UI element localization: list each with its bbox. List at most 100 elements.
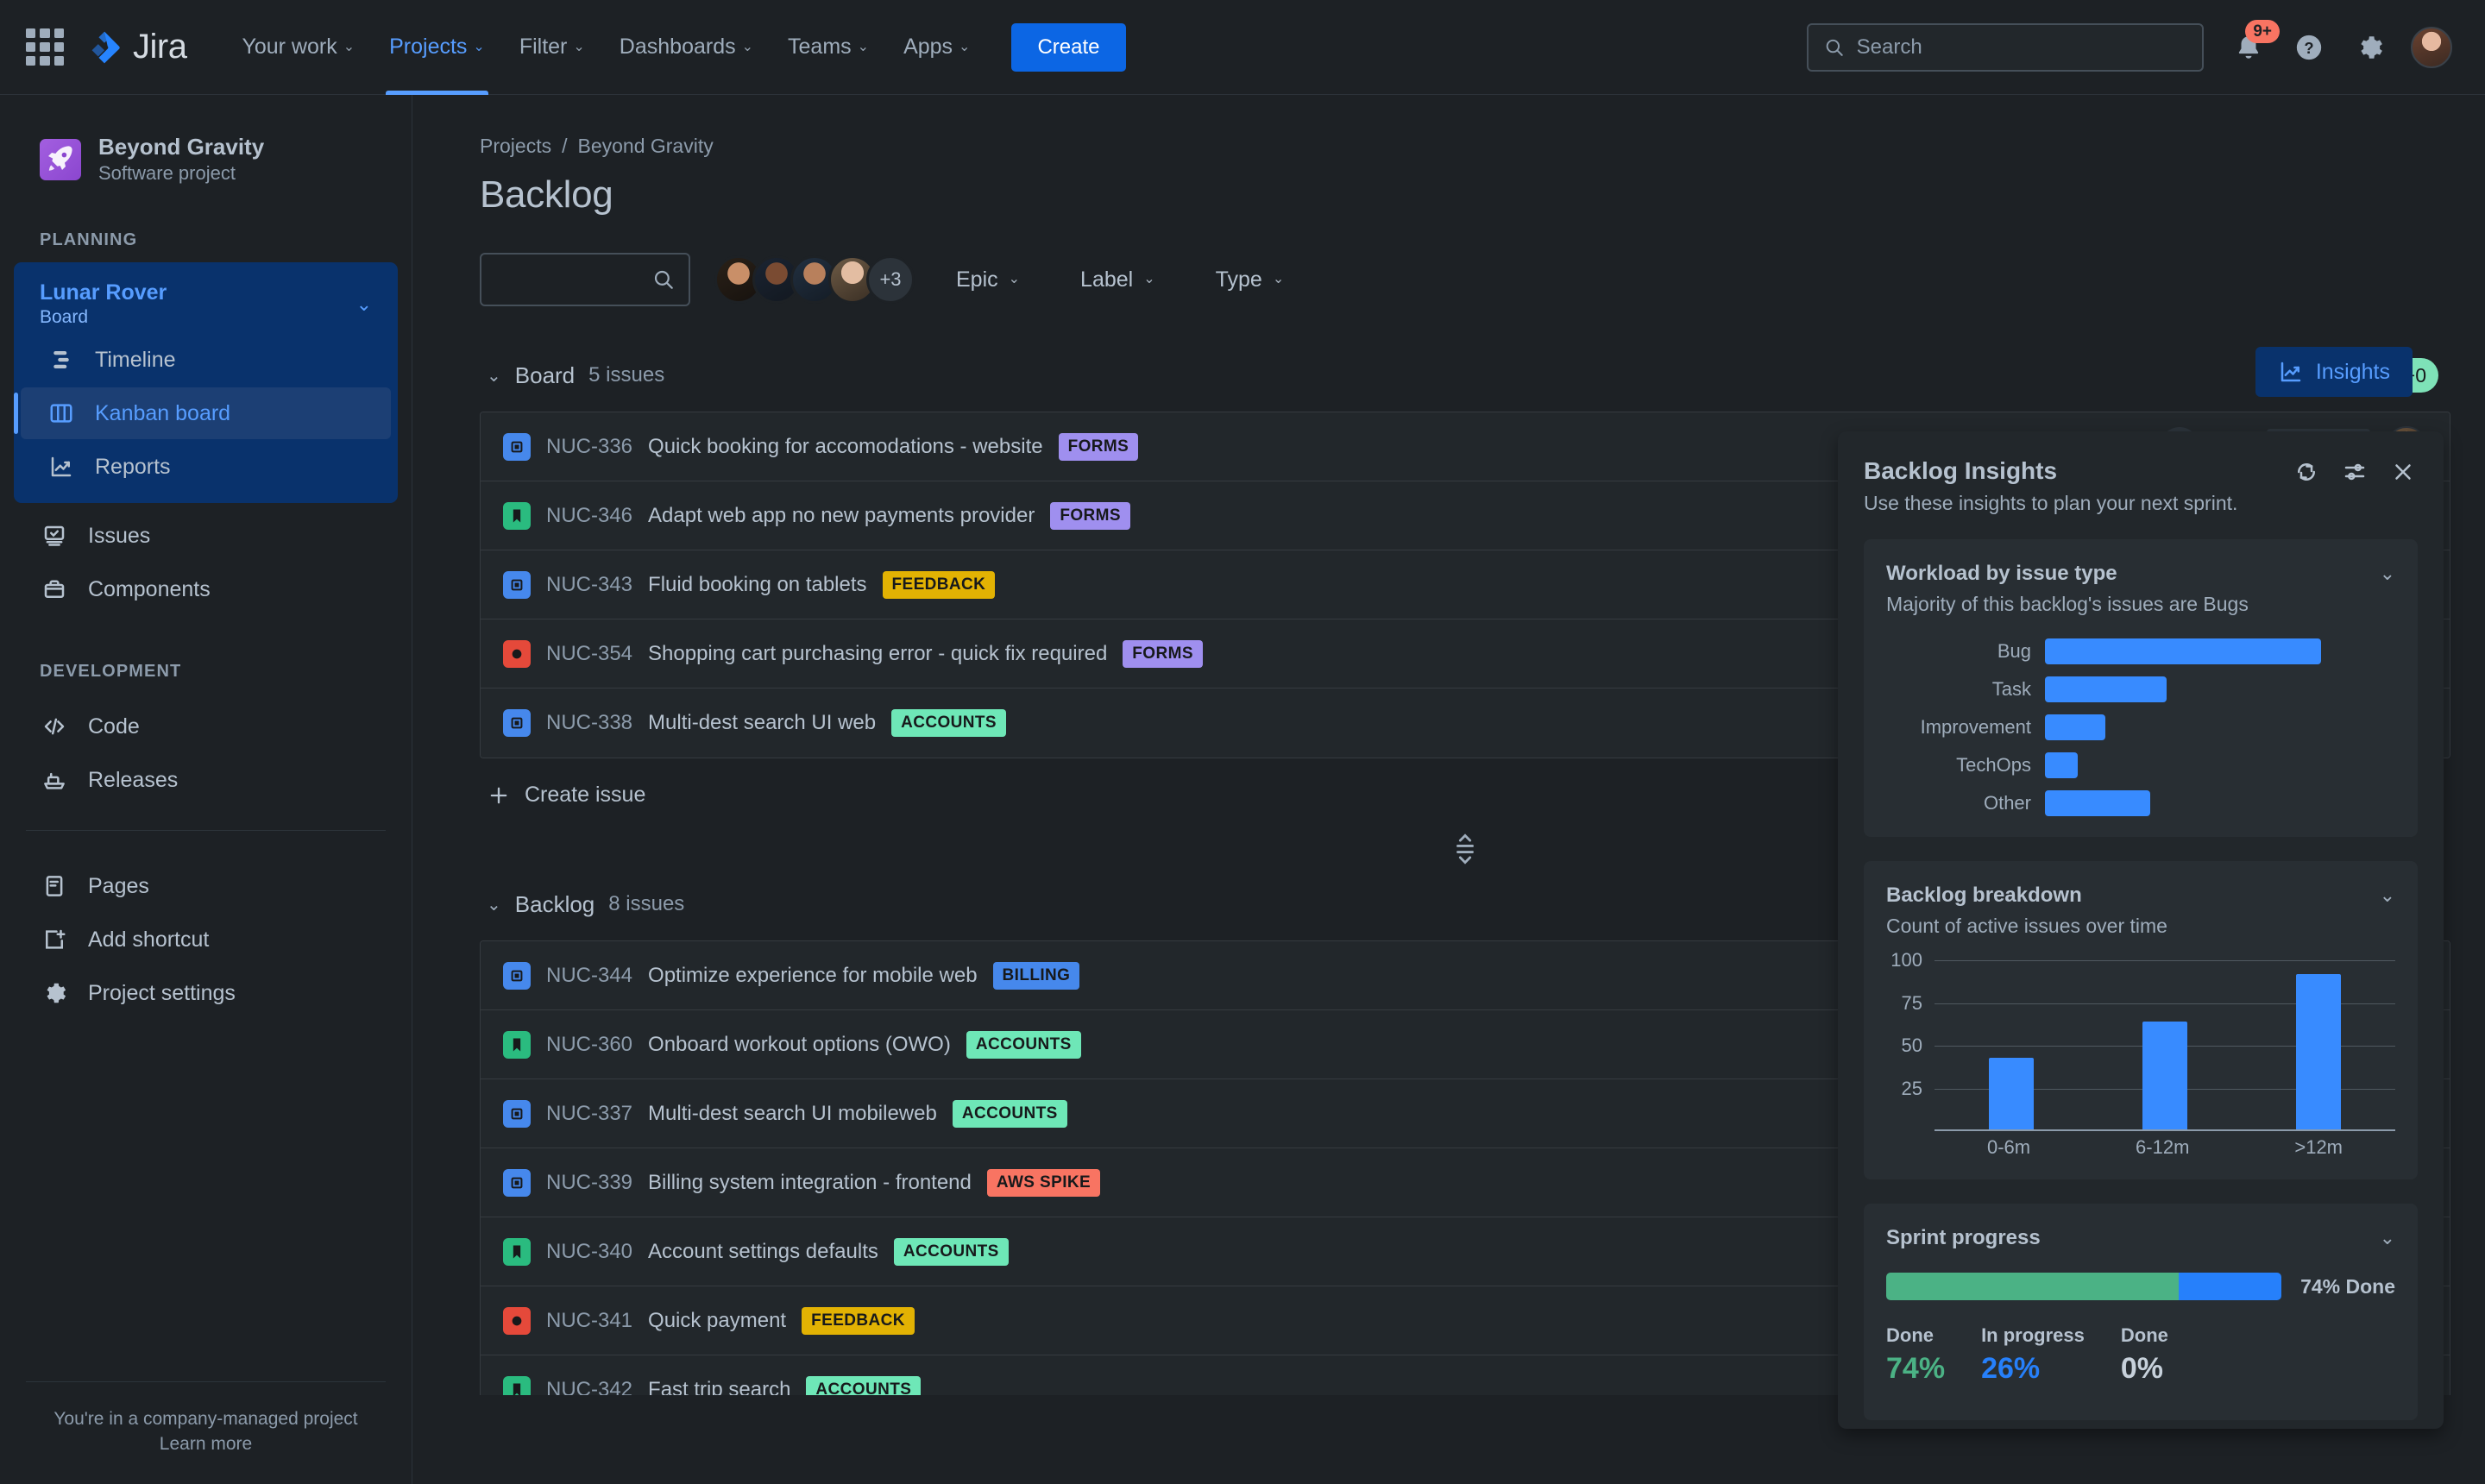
- search-input[interactable]: [1856, 35, 2186, 60]
- chart-bar-column[interactable]: [1989, 960, 2034, 1131]
- filter-epic[interactable]: Epic ⌄: [937, 257, 1039, 303]
- chevron-down-icon[interactable]: ⌄: [2379, 563, 2395, 584]
- nav-filter[interactable]: Filter ⌄: [502, 0, 602, 95]
- backlog-search[interactable]: [480, 253, 690, 306]
- filter-type[interactable]: Type ⌄: [1197, 257, 1304, 303]
- apps-grid-icon[interactable]: [26, 28, 64, 66]
- issue-key[interactable]: NUC-340: [546, 1239, 633, 1263]
- sidebar-item-code[interactable]: Code: [14, 701, 398, 752]
- sidebar-divider: [26, 830, 386, 832]
- filter-label: Type: [1215, 267, 1262, 292]
- refresh-icon[interactable]: [2292, 457, 2321, 487]
- section-resize-handle[interactable]: [480, 816, 2450, 871]
- issue-summary[interactable]: Multi-dest search UI web: [648, 711, 877, 734]
- epic-label[interactable]: FEEDBACK: [802, 1306, 915, 1335]
- sidebar-item-kanban-board[interactable]: Kanban board: [14, 387, 391, 440]
- section-name[interactable]: Board: [514, 362, 576, 388]
- close-icon[interactable]: [2388, 457, 2418, 487]
- nav-teams[interactable]: Teams ⌄: [771, 0, 886, 95]
- chevron-down-icon[interactable]: ⌄: [355, 292, 372, 315]
- settings-gear-icon[interactable]: [2350, 28, 2388, 66]
- issue-summary[interactable]: Fluid booking on tablets: [648, 572, 867, 596]
- app-body: Beyond Gravity Software project PLANNING…: [0, 95, 2485, 1484]
- chevron-down-icon[interactable]: ⌄: [2379, 1227, 2395, 1248]
- issue-key[interactable]: NUC-343: [546, 572, 633, 596]
- issue-key[interactable]: NUC-354: [546, 641, 633, 665]
- sidebar-item-components[interactable]: Components: [14, 563, 398, 615]
- epic-label[interactable]: FEEDBACK: [882, 570, 996, 599]
- chevron-down-icon[interactable]: ⌄: [487, 366, 501, 386]
- sidebar-item-releases[interactable]: Releases: [14, 754, 398, 806]
- sidebar-item-project-settings[interactable]: Project settings: [14, 967, 398, 1019]
- chart-bar-column[interactable]: [2142, 960, 2187, 1131]
- issue-key[interactable]: NUC-338: [546, 711, 633, 734]
- epic-label[interactable]: BILLING: [992, 961, 1080, 990]
- breadcrumb-project[interactable]: Beyond Gravity: [577, 135, 714, 157]
- jira-logo[interactable]: Jira: [86, 28, 187, 66]
- epic-label[interactable]: ACCOUNTS: [891, 709, 1006, 737]
- epic-label[interactable]: FORMS: [1123, 639, 1203, 668]
- issue-summary[interactable]: Billing system integration - frontend: [648, 1170, 972, 1194]
- help-icon[interactable]: ?: [2290, 28, 2328, 66]
- board-selector[interactable]: Lunar Rover Board ⌄: [14, 274, 398, 332]
- epic-label[interactable]: ACCOUNTS: [966, 1030, 1081, 1059]
- nav-label: Filter: [519, 35, 568, 59]
- issue-summary[interactable]: Onboard workout options (OWO): [648, 1032, 951, 1056]
- sidebar-item-label: Add shortcut: [88, 927, 210, 952]
- epic-label[interactable]: ACCOUNTS: [952, 1099, 1067, 1128]
- nav-your-work[interactable]: Your work ⌄: [224, 0, 372, 95]
- issue-summary[interactable]: Multi-dest search UI mobileweb: [648, 1101, 937, 1125]
- avatar-overflow-count[interactable]: +3: [866, 255, 915, 304]
- issue-summary[interactable]: Quick booking for accomodations - websit…: [648, 434, 1043, 458]
- sidebar-item-issues[interactable]: Issues: [14, 510, 398, 562]
- sidebar-item-label: Components: [88, 576, 211, 601]
- section-name[interactable]: Backlog: [514, 890, 595, 917]
- create-issue-button[interactable]: Create issue: [480, 758, 2450, 816]
- chevron-down-icon[interactable]: ⌄: [487, 895, 501, 915]
- user-avatar[interactable]: [2411, 26, 2452, 68]
- settings-sliders-icon[interactable]: [2340, 457, 2369, 487]
- issue-key[interactable]: NUC-336: [546, 434, 633, 458]
- issue-summary[interactable]: Fast trip search: [648, 1378, 791, 1395]
- issue-key[interactable]: NUC-337: [546, 1101, 633, 1125]
- epic-label[interactable]: FORMS: [1050, 501, 1130, 530]
- epic-label[interactable]: ACCOUNTS: [806, 1376, 922, 1395]
- chart-bar-column[interactable]: [2296, 960, 2341, 1131]
- issue-summary[interactable]: Quick payment: [648, 1308, 787, 1332]
- project-header[interactable]: Beyond Gravity Software project: [0, 121, 412, 186]
- issue-key[interactable]: NUC-341: [546, 1308, 633, 1332]
- nav-dashboards[interactable]: Dashboards ⌄: [602, 0, 771, 95]
- create-button[interactable]: Create: [1011, 22, 1126, 72]
- insights-label: Insights: [2315, 359, 2390, 384]
- sidebar-item-reports[interactable]: Reports: [21, 441, 391, 493]
- backlog-search-input[interactable]: [495, 267, 652, 292]
- issue-key[interactable]: NUC-342: [546, 1378, 633, 1395]
- breadcrumb-projects[interactable]: Projects: [480, 135, 552, 157]
- chevron-down-icon[interactable]: ⌄: [2379, 884, 2395, 906]
- issue-summary[interactable]: Account settings defaults: [648, 1239, 878, 1263]
- issue-summary[interactable]: Optimize experience for mobile web: [648, 963, 978, 987]
- epic-label[interactable]: FORMS: [1058, 432, 1139, 461]
- issue-summary[interactable]: Shopping cart purchasing error - quick f…: [648, 641, 1108, 665]
- global-search[interactable]: [1807, 22, 2204, 72]
- nav-label: Apps: [903, 35, 953, 59]
- issue-key[interactable]: NUC-344: [546, 963, 633, 987]
- filter-label[interactable]: Label ⌄: [1061, 257, 1174, 303]
- learn-more-link[interactable]: Learn more: [159, 1434, 253, 1454]
- epic-label[interactable]: AWS SPIKE: [986, 1168, 1101, 1197]
- sidebar-item-pages[interactable]: Pages: [14, 860, 398, 912]
- sidebar-item-label: Kanban board: [95, 400, 231, 425]
- epic-label[interactable]: ACCOUNTS: [893, 1237, 1009, 1266]
- notifications-icon[interactable]: 9+: [2230, 19, 2280, 66]
- sidebar-item-add-shortcut[interactable]: Add shortcut: [14, 914, 398, 965]
- nav-projects[interactable]: Projects ⌄: [372, 0, 502, 95]
- issue-key[interactable]: NUC-339: [546, 1170, 633, 1194]
- issue-key[interactable]: NUC-360: [546, 1032, 633, 1056]
- nav-apps[interactable]: Apps ⌄: [886, 0, 987, 95]
- sidebar-item-timeline[interactable]: Timeline: [21, 334, 391, 386]
- insights-button[interactable]: Insights: [2255, 347, 2413, 397]
- sprint-stat-group: Done 74% In progress 26% Done 0%: [1886, 1324, 2395, 1399]
- issue-key[interactable]: NUC-346: [546, 503, 633, 527]
- chart-bar: [2296, 973, 2341, 1131]
- issue-summary[interactable]: Adapt web app no new payments provider: [648, 503, 1035, 527]
